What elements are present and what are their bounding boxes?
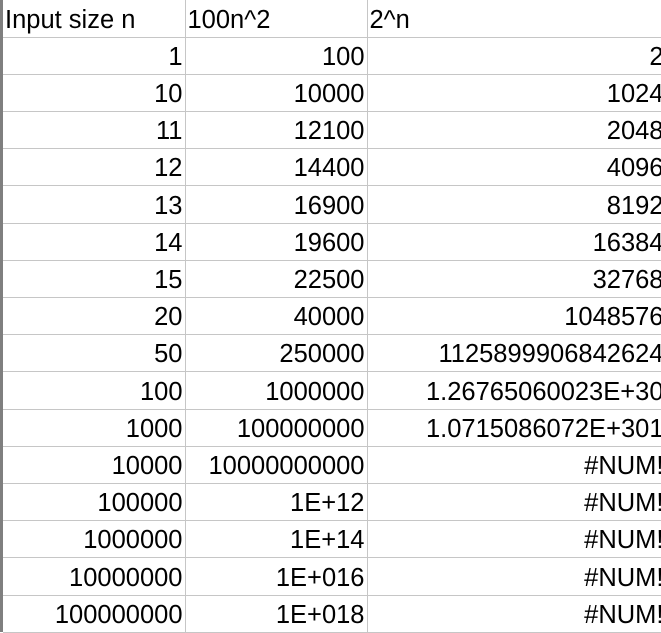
table-row: 20 40000 1048576	[3, 297, 661, 336]
cell-input-size[interactable]: 15	[3, 260, 186, 299]
header-cell-2-pow-n[interactable]: 2^n	[367, 0, 661, 38]
sheet-left-border	[0, 0, 3, 632]
cell-100n-squared[interactable]: 1000000	[185, 371, 368, 410]
cell-2-pow-n[interactable]: 8192	[367, 185, 661, 224]
cell-input-size[interactable]: 1	[3, 37, 186, 75]
cell-input-size[interactable]: 10000000	[3, 557, 186, 596]
cell-100n-squared[interactable]: 12100	[185, 111, 368, 150]
cell-input-size[interactable]: 1000000	[3, 520, 186, 559]
cell-input-size[interactable]: 12	[3, 148, 186, 187]
cell-100n-squared[interactable]: 22500	[185, 260, 368, 299]
cell-input-size[interactable]: 100000	[3, 483, 186, 522]
cell-100n-squared[interactable]: 10000	[185, 74, 368, 113]
cell-2-pow-n[interactable]: #NUM!	[367, 520, 661, 559]
cell-input-size[interactable]: 100	[3, 371, 186, 410]
cell-2-pow-n[interactable]: #NUM!	[367, 595, 661, 633]
cell-2-pow-n[interactable]: 16384	[367, 223, 661, 261]
cell-2-pow-n[interactable]: 1125899906842624	[367, 334, 661, 373]
cell-input-size[interactable]: 10	[3, 74, 186, 113]
cell-input-size[interactable]: 1000	[3, 409, 186, 447]
table-row: 11 12100 2048	[3, 111, 661, 150]
table-row: 15 22500 32768	[3, 260, 661, 299]
header-row: Input size n 100n^2 2^n	[3, 0, 661, 38]
cell-100n-squared[interactable]: 1E+016	[185, 557, 368, 596]
cell-100n-squared[interactable]: 1E+14	[185, 520, 368, 559]
table-row: 100000000 1E+018 #NUM!	[3, 595, 661, 633]
table-row: 1000 100000000 1.0715086072E+301	[3, 409, 661, 447]
cell-100n-squared[interactable]: 19600	[185, 223, 368, 261]
cell-100n-squared[interactable]: 100000000	[185, 409, 368, 447]
spreadsheet-grid: Input size n 100n^2 2^n 1100210100001024…	[3, 0, 661, 633]
table-row: 10000000 1E+016 #NUM!	[3, 557, 661, 596]
table-row: 12 14400 4096	[3, 148, 661, 187]
cell-100n-squared[interactable]: 14400	[185, 148, 368, 187]
cell-2-pow-n[interactable]: #NUM!	[367, 557, 661, 596]
cell-100n-squared[interactable]: 10000000000	[185, 446, 368, 484]
table-row: 1000000 1E+14 #NUM!	[3, 520, 661, 559]
cell-input-size[interactable]: 100000000	[3, 595, 186, 633]
table-row: 10000 10000000000 #NUM!	[3, 446, 661, 484]
cell-input-size[interactable]: 50	[3, 334, 186, 373]
table-row: 10 10000 1024	[3, 74, 661, 113]
header-cell-100n-squared[interactable]: 100n^2	[185, 0, 368, 38]
cell-100n-squared[interactable]: 16900	[185, 185, 368, 224]
cell-input-size[interactable]: 13	[3, 185, 186, 224]
table-row: 14 19600 16384	[3, 223, 661, 261]
table-row: 11002	[3, 37, 661, 75]
table-row: 13 16900 8192	[3, 185, 661, 224]
cell-input-size[interactable]: 20	[3, 297, 186, 336]
cell-2-pow-n[interactable]: 1.0715086072E+301	[367, 409, 661, 447]
cell-2-pow-n[interactable]: 2048	[367, 111, 661, 150]
cell-100n-squared[interactable]: 100	[185, 37, 368, 75]
cell-100n-squared[interactable]: 1E+018	[185, 595, 368, 633]
cell-2-pow-n[interactable]: 32768	[367, 260, 661, 299]
cell-100n-squared[interactable]: 40000	[185, 297, 368, 336]
cell-2-pow-n[interactable]: #NUM!	[367, 446, 661, 484]
table-row: 100000 1E+12 #NUM!	[3, 483, 661, 522]
cell-input-size[interactable]: 10000	[3, 446, 186, 484]
table-row: 100 1000000 1.26765060023E+30	[3, 371, 661, 410]
cell-2-pow-n[interactable]: 1024	[367, 74, 661, 113]
cell-2-pow-n[interactable]: 2	[367, 37, 661, 75]
cell-100n-squared[interactable]: 1E+12	[185, 483, 368, 522]
sheet-body: Input size n 100n^2 2^n 1100210100001024…	[3, 0, 661, 633]
header-cell-input-size[interactable]: Input size n	[3, 0, 186, 38]
cell-2-pow-n[interactable]: 1048576	[367, 297, 661, 336]
cell-2-pow-n[interactable]: 4096	[367, 148, 661, 187]
table-row: 50 250000 1125899906842624	[3, 334, 661, 373]
cell-100n-squared[interactable]: 250000	[185, 334, 368, 373]
cell-input-size[interactable]: 14	[3, 223, 186, 261]
cell-2-pow-n[interactable]: #NUM!	[367, 483, 661, 522]
cell-input-size[interactable]: 11	[3, 111, 186, 150]
cell-2-pow-n[interactable]: 1.26765060023E+30	[367, 371, 661, 410]
